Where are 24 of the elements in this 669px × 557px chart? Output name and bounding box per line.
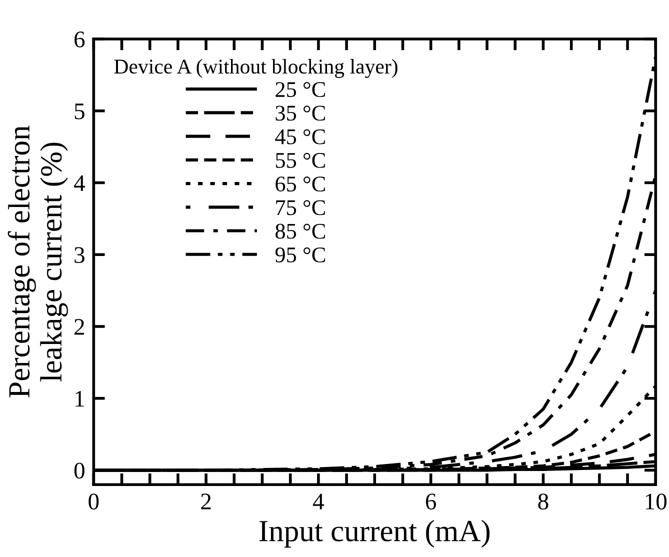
x-tick-label: 4 <box>313 494 324 510</box>
x-axis-title: Input current (mA) <box>260 520 490 548</box>
legend-title: Device A (without blocking layer) <box>114 58 398 78</box>
x-tick-label: 0 <box>88 494 99 510</box>
y-tick-label: 0 <box>74 462 84 479</box>
legend-label: 45 °C <box>275 129 325 144</box>
legend-label: 25 °C <box>276 82 325 98</box>
x-tick-label: 2 <box>201 494 211 510</box>
y-tick-label: 1 <box>76 390 84 407</box>
legend-label: 75 °C <box>276 200 325 216</box>
y-tick-label: 4 <box>74 175 85 191</box>
legend-label: 55 °C <box>276 152 325 168</box>
y-tick-label: 6 <box>74 32 85 48</box>
legend-label: 35 °C <box>276 106 325 121</box>
y-tick-label: 5 <box>74 104 84 120</box>
x-tick-label: 10 <box>646 494 667 510</box>
y-tick-label: 2 <box>74 319 84 335</box>
legend-label: 85 °C <box>276 224 325 239</box>
y-tick-label: 3 <box>74 247 84 264</box>
legend-label: 65 °C <box>276 176 325 192</box>
y-axis-title: Percentage of electron leakage current (%) <box>8 126 68 398</box>
legend-label: 95 °C <box>275 247 325 262</box>
x-tick-label: 6 <box>426 494 436 510</box>
x-tick-label: 8 <box>538 494 548 510</box>
